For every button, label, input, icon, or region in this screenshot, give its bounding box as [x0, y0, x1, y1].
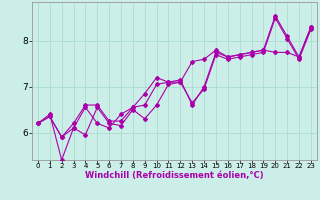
X-axis label: Windchill (Refroidissement éolien,°C): Windchill (Refroidissement éolien,°C): [85, 171, 264, 180]
